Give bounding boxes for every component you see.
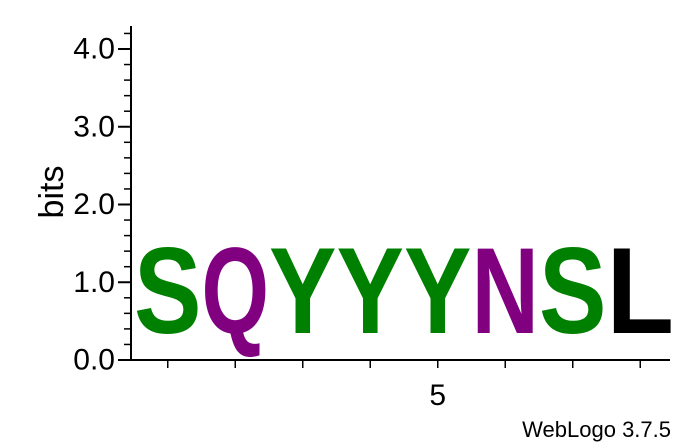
y-major-ticks: 0.0 1.0 2.0 3.0 4.0 <box>73 33 131 377</box>
y-tick-label: 4.0 <box>73 33 115 66</box>
weblogo-credit: WebLogo 3.7.5 <box>522 417 671 442</box>
y-minor-ticks <box>124 32 131 346</box>
axes: 0.0 1.0 2.0 3.0 4.0 5 <box>73 26 670 412</box>
residue-glyph: Q <box>202 222 269 359</box>
residue-glyph: L <box>607 221 674 359</box>
y-tick-label: 0.0 <box>73 344 115 377</box>
residue-glyph: S <box>539 222 606 360</box>
residue-glyph: S <box>134 222 201 360</box>
x-tick-label: 5 <box>429 379 446 412</box>
y-tick-label: 2.0 <box>73 188 115 221</box>
residue-glyph: N <box>472 223 540 360</box>
y-tick-label: 3.0 <box>73 110 115 143</box>
y-axis-title: bits <box>33 166 71 219</box>
x-ticks: 5 <box>167 360 641 412</box>
y-tick-label: 1.0 <box>73 266 115 299</box>
residue-glyph: Y <box>404 222 471 360</box>
residue-glyph: Y <box>337 222 404 360</box>
residue-glyph: Y <box>269 222 336 360</box>
